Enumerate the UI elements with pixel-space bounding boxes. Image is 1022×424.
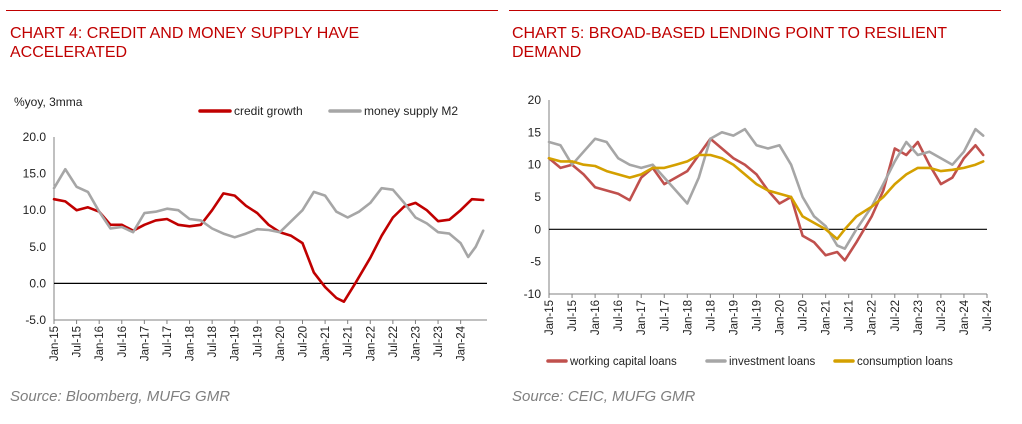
chart5-legend-label-0: working capital loans (569, 356, 677, 368)
chart5-xtick-label: Jul-18 (705, 300, 717, 331)
chart4-xtick-label: Jan-19 (230, 326, 242, 361)
chart4-xtick-label: Jul-15 (72, 326, 84, 357)
chart4-source: Source: Bloomberg, MUFG GMR (10, 388, 231, 405)
chart5-xtick-label: Jan-17 (636, 300, 648, 335)
chart5-xtick-label: Jul-21 (844, 300, 856, 331)
chart5-legend-label-2: consumption loans (857, 356, 953, 368)
chart5-ytick-label: -5 (530, 255, 541, 269)
chart4-ytick-label: -5.0 (25, 313, 46, 327)
chart4-xtick-label: Jan-16 (94, 326, 106, 361)
chart5-xtick-label: Jan-21 (821, 300, 833, 335)
chart4-xtick-label: Jul-17 (162, 326, 174, 357)
chart4-series-line-0 (52, 192, 485, 304)
chart4-xtick-label: Jan-23 (410, 326, 422, 361)
chart4-series-line-1 (52, 167, 485, 259)
chart5-xtick-label: Jul-20 (798, 300, 810, 331)
chart5-xtick-label: Jan-22 (867, 300, 879, 335)
chart4-xtick-label: Jul-18 (207, 326, 219, 357)
chart5-xtick-label: Jan-20 (775, 300, 787, 335)
chart5-xtick-label: Jan-16 (590, 300, 602, 335)
chart4-top-rule (6, 10, 498, 11)
chart4-xtick-label: Jan-18 (185, 326, 197, 361)
chart5-plot: -10 -5 0 5 10 15 20 Jan-15 Jul-15 Jan-16 Jul-16 Jan… (524, 93, 994, 368)
chart5-legend-label-1: investment loans (729, 356, 816, 368)
chart5-xtick-label: Jan-19 (728, 300, 740, 335)
chart4-legend-label-0: credit growth (234, 104, 303, 118)
chart5-xtick-label: Jan-18 (682, 300, 694, 335)
chart4-xtick-label: Jan-24 (456, 325, 468, 361)
chart4-title: CHART 4: CREDIT AND MONEY SUPPLY HAVE AC… (10, 25, 360, 61)
chart5-xtick-label: Jan-15 (544, 300, 556, 335)
chart5-xtick-label: Jul-22 (890, 300, 902, 331)
chart5-xtick-label: Jul-15 (567, 300, 579, 331)
chart4-xtick-label: Jul-19 (252, 326, 264, 357)
chart5-series-line-1 (547, 127, 985, 250)
chart4-xtick-label: Jul-16 (117, 326, 129, 357)
chart5-xtick-label: Jul-16 (613, 300, 625, 331)
chart5-title: CHART 5: BROAD-BASED LENDING POINT TO RE… (512, 25, 947, 61)
chart4-xtick-label: Jan-22 (365, 326, 377, 361)
chart4-ytick-label: 15.0 (23, 167, 47, 181)
chart5-source: Source: CEIC, MUFG GMR (512, 388, 696, 405)
chart5-ytick-label: 15 (528, 125, 542, 139)
chart4-xtick-label: Jul-20 (298, 326, 310, 357)
chart4-xtick-label: Jan-15 (49, 326, 61, 361)
chart5-top-rule (509, 10, 1001, 11)
chart5-ytick-label: 0 (534, 222, 541, 236)
chart4-xtick-label: Jul-22 (388, 326, 400, 357)
chart4-ytick-label: 0.0 (29, 276, 46, 290)
chart4-xtick-label: Jul-23 (433, 326, 445, 357)
chart4-xtick-label: Jan-17 (139, 326, 151, 361)
chart5-ytick-label: 5 (534, 190, 541, 204)
chart5-ytick-label: -10 (524, 287, 542, 301)
chart4-ytick-label: 5.0 (29, 240, 46, 254)
chart4-xtick-label: Jan-21 (320, 326, 332, 361)
chart4-ytick-label: 10.0 (23, 203, 47, 217)
chart5-xtick-label: Jul-17 (659, 300, 671, 331)
chart4-plot: -5.0 0.0 5.0 10.0 15.0 20.0 Jan-15 Jul-15 Jan-16… (14, 95, 487, 361)
chart5-ytick-label: 20 (528, 93, 542, 107)
chart5-xtick-label: Jul-24 (982, 299, 994, 331)
chart5-xtick-label: Jul-23 (936, 300, 948, 331)
chart4-ytick-label: 20.0 (23, 130, 47, 144)
chart5-ytick-label: 10 (528, 158, 542, 172)
chart5-series-line-2 (547, 153, 985, 241)
chart4-legend-label-1: money supply M2 (364, 104, 458, 118)
chart4-xtick-label: Jul-21 (343, 326, 355, 357)
chart5-xtick-label: Jan-24 (959, 299, 971, 335)
chart4-ylabel: %yoy, 3mma (14, 95, 83, 109)
chart5-xtick-label: Jan-23 (913, 300, 925, 335)
chart4-xtick-label: Jan-20 (275, 326, 287, 361)
chart5-xtick-label: Jul-19 (751, 300, 763, 331)
chart5-series-line-0 (547, 137, 985, 262)
